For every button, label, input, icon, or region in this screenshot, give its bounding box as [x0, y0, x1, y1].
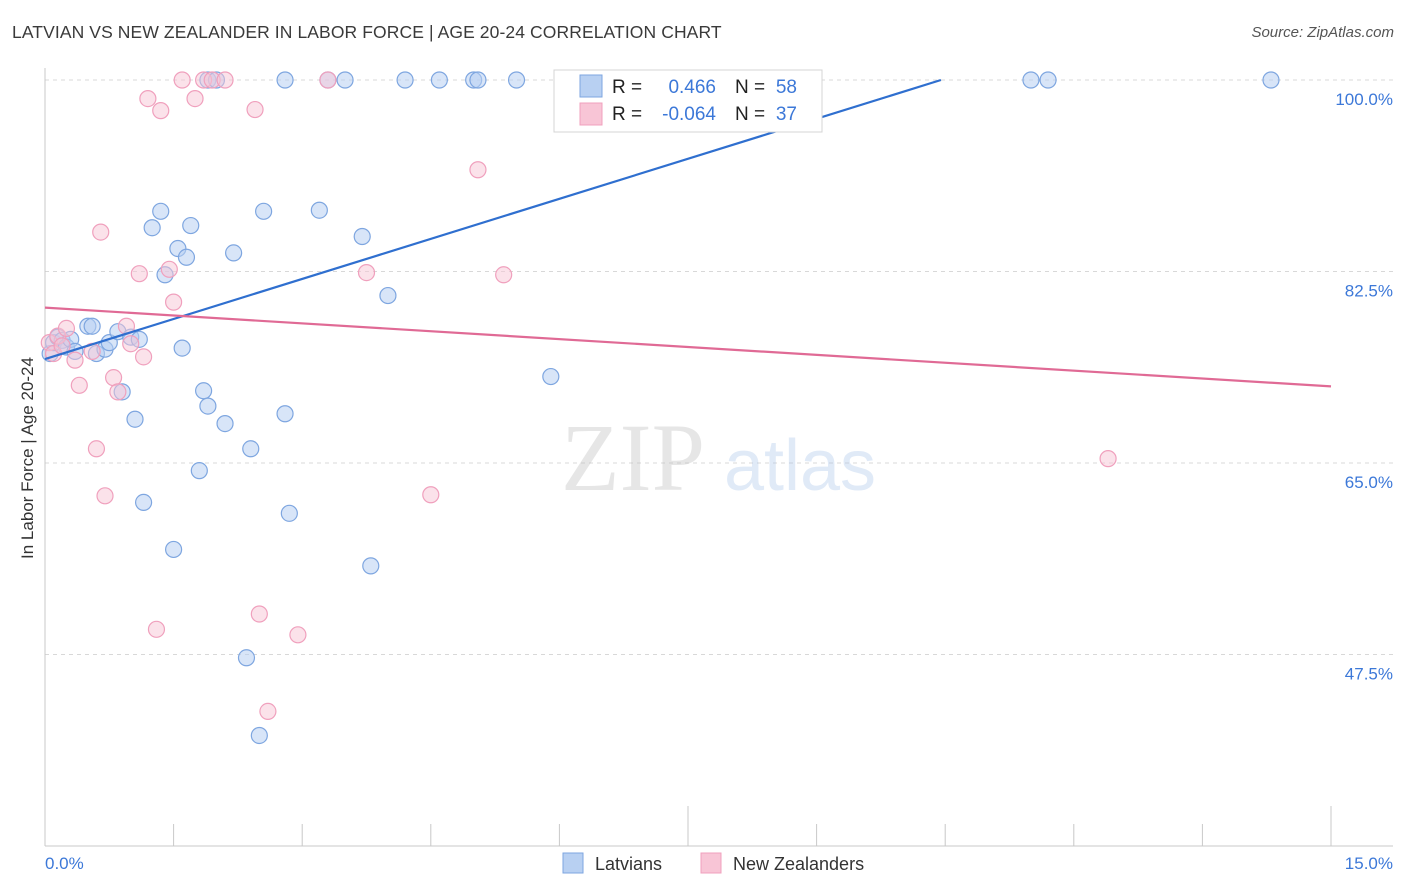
latvian-point — [430, 71, 448, 89]
legend-n-label-1: N = — [735, 77, 765, 98]
bottom-legend: Latvians New Zealanders — [562, 852, 864, 874]
new-zealander-point — [66, 351, 84, 369]
new-zealander-point — [469, 161, 487, 179]
latvian-point — [255, 202, 273, 220]
legend-n-value-2: 37 — [776, 104, 797, 125]
legend-r-label-2: R = — [612, 104, 642, 125]
latvian-point — [336, 71, 354, 89]
latvian-point — [83, 317, 101, 335]
new-zealander-point — [173, 71, 191, 89]
legend-n-label-2: N = — [735, 104, 765, 125]
latvian-point — [182, 216, 200, 235]
new-zealander-point — [186, 90, 204, 108]
new-zealander-point — [246, 100, 264, 119]
new-zealanders-swatch — [579, 102, 603, 126]
latvian-point — [280, 504, 298, 522]
new-zealander-point — [139, 90, 157, 108]
latvian-point — [542, 367, 560, 386]
latvian-point — [237, 649, 256, 667]
legend-new-zealanders-swatch — [700, 852, 722, 874]
new-zealander-point — [250, 605, 268, 623]
new-zealander-point — [57, 319, 76, 338]
latvian-point — [177, 248, 196, 266]
legend-latvians-label: Latvians — [595, 854, 662, 874]
latvian-point — [379, 286, 397, 305]
latvian-point — [250, 726, 268, 745]
latvian-point — [195, 382, 213, 400]
latvian-point — [190, 462, 208, 480]
new-zealander-point — [165, 293, 183, 311]
latvian-point — [173, 339, 191, 357]
new-zealander-point — [87, 440, 106, 458]
y-tick-label: 100.0% — [1335, 90, 1393, 109]
y-tick-label: 47.5% — [1345, 665, 1393, 684]
new-zealander-point — [259, 702, 277, 721]
new-zealander-point — [422, 486, 440, 504]
source-label: Source: ZipAtlas.com — [1251, 24, 1394, 41]
new-zealander-point — [104, 369, 123, 387]
legend-latvians-swatch — [562, 852, 584, 874]
x-tick-label-min: 0.0% — [45, 854, 84, 873]
latvians-swatch — [579, 74, 603, 98]
new-zealander-point — [92, 223, 110, 241]
latvian-point — [276, 405, 294, 423]
new-zealander-point — [319, 71, 337, 89]
chart-title: LATVIAN VS NEW ZEALANDER IN LABOR FORCE … — [12, 22, 722, 42]
y-tick-label: 65.0% — [1345, 473, 1393, 492]
latvian-point — [165, 540, 183, 559]
latvian-point — [134, 493, 153, 511]
legend-n-value-1: 58 — [776, 77, 797, 98]
new-zealander-point — [70, 376, 88, 394]
new-zealander-point — [357, 263, 376, 282]
watermark: ZIP atlas — [561, 404, 876, 511]
latvian-point — [362, 557, 380, 575]
new-zealander-point — [1099, 450, 1117, 468]
latvian-point — [143, 219, 161, 237]
latvian-point — [152, 202, 170, 220]
new-zealander-point — [289, 626, 307, 644]
latvian-point — [1022, 71, 1040, 89]
axes — [44, 68, 1393, 847]
latvian-point — [396, 71, 414, 89]
legend-r-label-1: R = — [612, 77, 642, 98]
watermark-atlas: atlas — [724, 426, 876, 506]
latvian-point — [225, 244, 243, 262]
stats-legend: R = 0.466 N = 58 R = -0.064 N = 37 — [553, 69, 823, 133]
latvian-point — [469, 71, 487, 89]
y-tick-label: 82.5% — [1345, 282, 1393, 301]
new-zealander-point — [160, 260, 178, 278]
watermark-zip: ZIP — [561, 404, 705, 511]
legend-r-value-1: 0.466 — [668, 77, 716, 98]
latvian-point — [216, 415, 234, 433]
new-zealander-point — [122, 335, 140, 353]
new-zealander-point — [495, 266, 513, 284]
gridlines — [45, 79, 1393, 655]
new-zealander-point — [134, 348, 153, 366]
new-zealander-point — [216, 71, 234, 89]
latvian-point — [126, 410, 144, 428]
latvian-point — [199, 397, 217, 415]
latvian-point — [310, 201, 328, 219]
latvian-point — [1262, 71, 1280, 89]
new-zealander-point — [109, 383, 127, 401]
latvian-point — [353, 227, 371, 246]
legend-r-value-2: -0.064 — [662, 104, 716, 125]
new-zealander-point — [147, 620, 166, 638]
new-zealander-point — [96, 487, 114, 505]
new-zealanders-trend-line — [44, 306, 1332, 388]
latvian-point — [1039, 71, 1057, 89]
latvian-point — [276, 71, 294, 89]
new-zealanders-points — [40, 71, 1117, 721]
new-zealander-point — [130, 265, 148, 283]
latvian-point — [507, 71, 526, 89]
x-tick-label-max: 15.0% — [1345, 854, 1393, 873]
tick-labels: 47.5% 65.0% 82.5% 100.0% 0.0% 15.0% — [45, 90, 1393, 873]
new-zealander-point — [152, 102, 170, 120]
latvian-point — [242, 440, 260, 458]
legend-new-zealanders-label: New Zealanders — [733, 854, 864, 874]
